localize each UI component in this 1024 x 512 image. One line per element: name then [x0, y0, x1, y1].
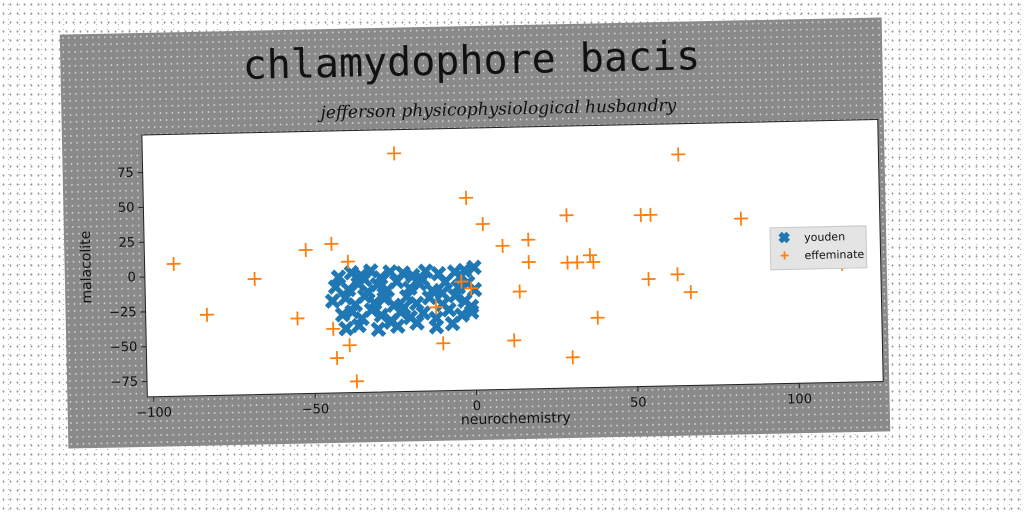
legend-marker-youden — [780, 233, 788, 241]
y-tick-label: −50 — [110, 340, 138, 356]
y-axis-label: malacolite — [78, 231, 96, 304]
legend: youden effeminate — [770, 226, 867, 270]
y-axis: −75 −50 −25 0 25 50 75 — [106, 166, 147, 391]
chart-figure: chlamydophore bacis jefferson physicophy… — [60, 17, 890, 448]
chart-subtitle: jefferson physicophysiological husbandry — [316, 96, 676, 124]
legend-label-youden: youden — [804, 230, 845, 244]
x-tick-label: −50 — [302, 402, 330, 418]
chart-title: chlamydophore bacis — [242, 33, 700, 89]
y-tick-label: −25 — [109, 305, 137, 321]
x-tick-label: 50 — [630, 395, 647, 410]
y-tick-label: −75 — [110, 375, 138, 391]
legend-label-effeminate: effeminate — [804, 248, 864, 262]
x-tick-label: −100 — [136, 405, 172, 421]
y-tick-label: 50 — [118, 201, 135, 216]
y-tick-label: 25 — [118, 235, 135, 250]
y-tick-label: 0 — [127, 270, 136, 285]
legend-symbol-youden — [780, 233, 788, 241]
x-axis-label: neurochemistry — [461, 410, 571, 428]
scatter-chart: chlamydophore bacis jefferson physicophy… — [60, 17, 890, 448]
x-tick-label: 100 — [787, 392, 812, 408]
y-tick-label: 75 — [117, 166, 134, 181]
